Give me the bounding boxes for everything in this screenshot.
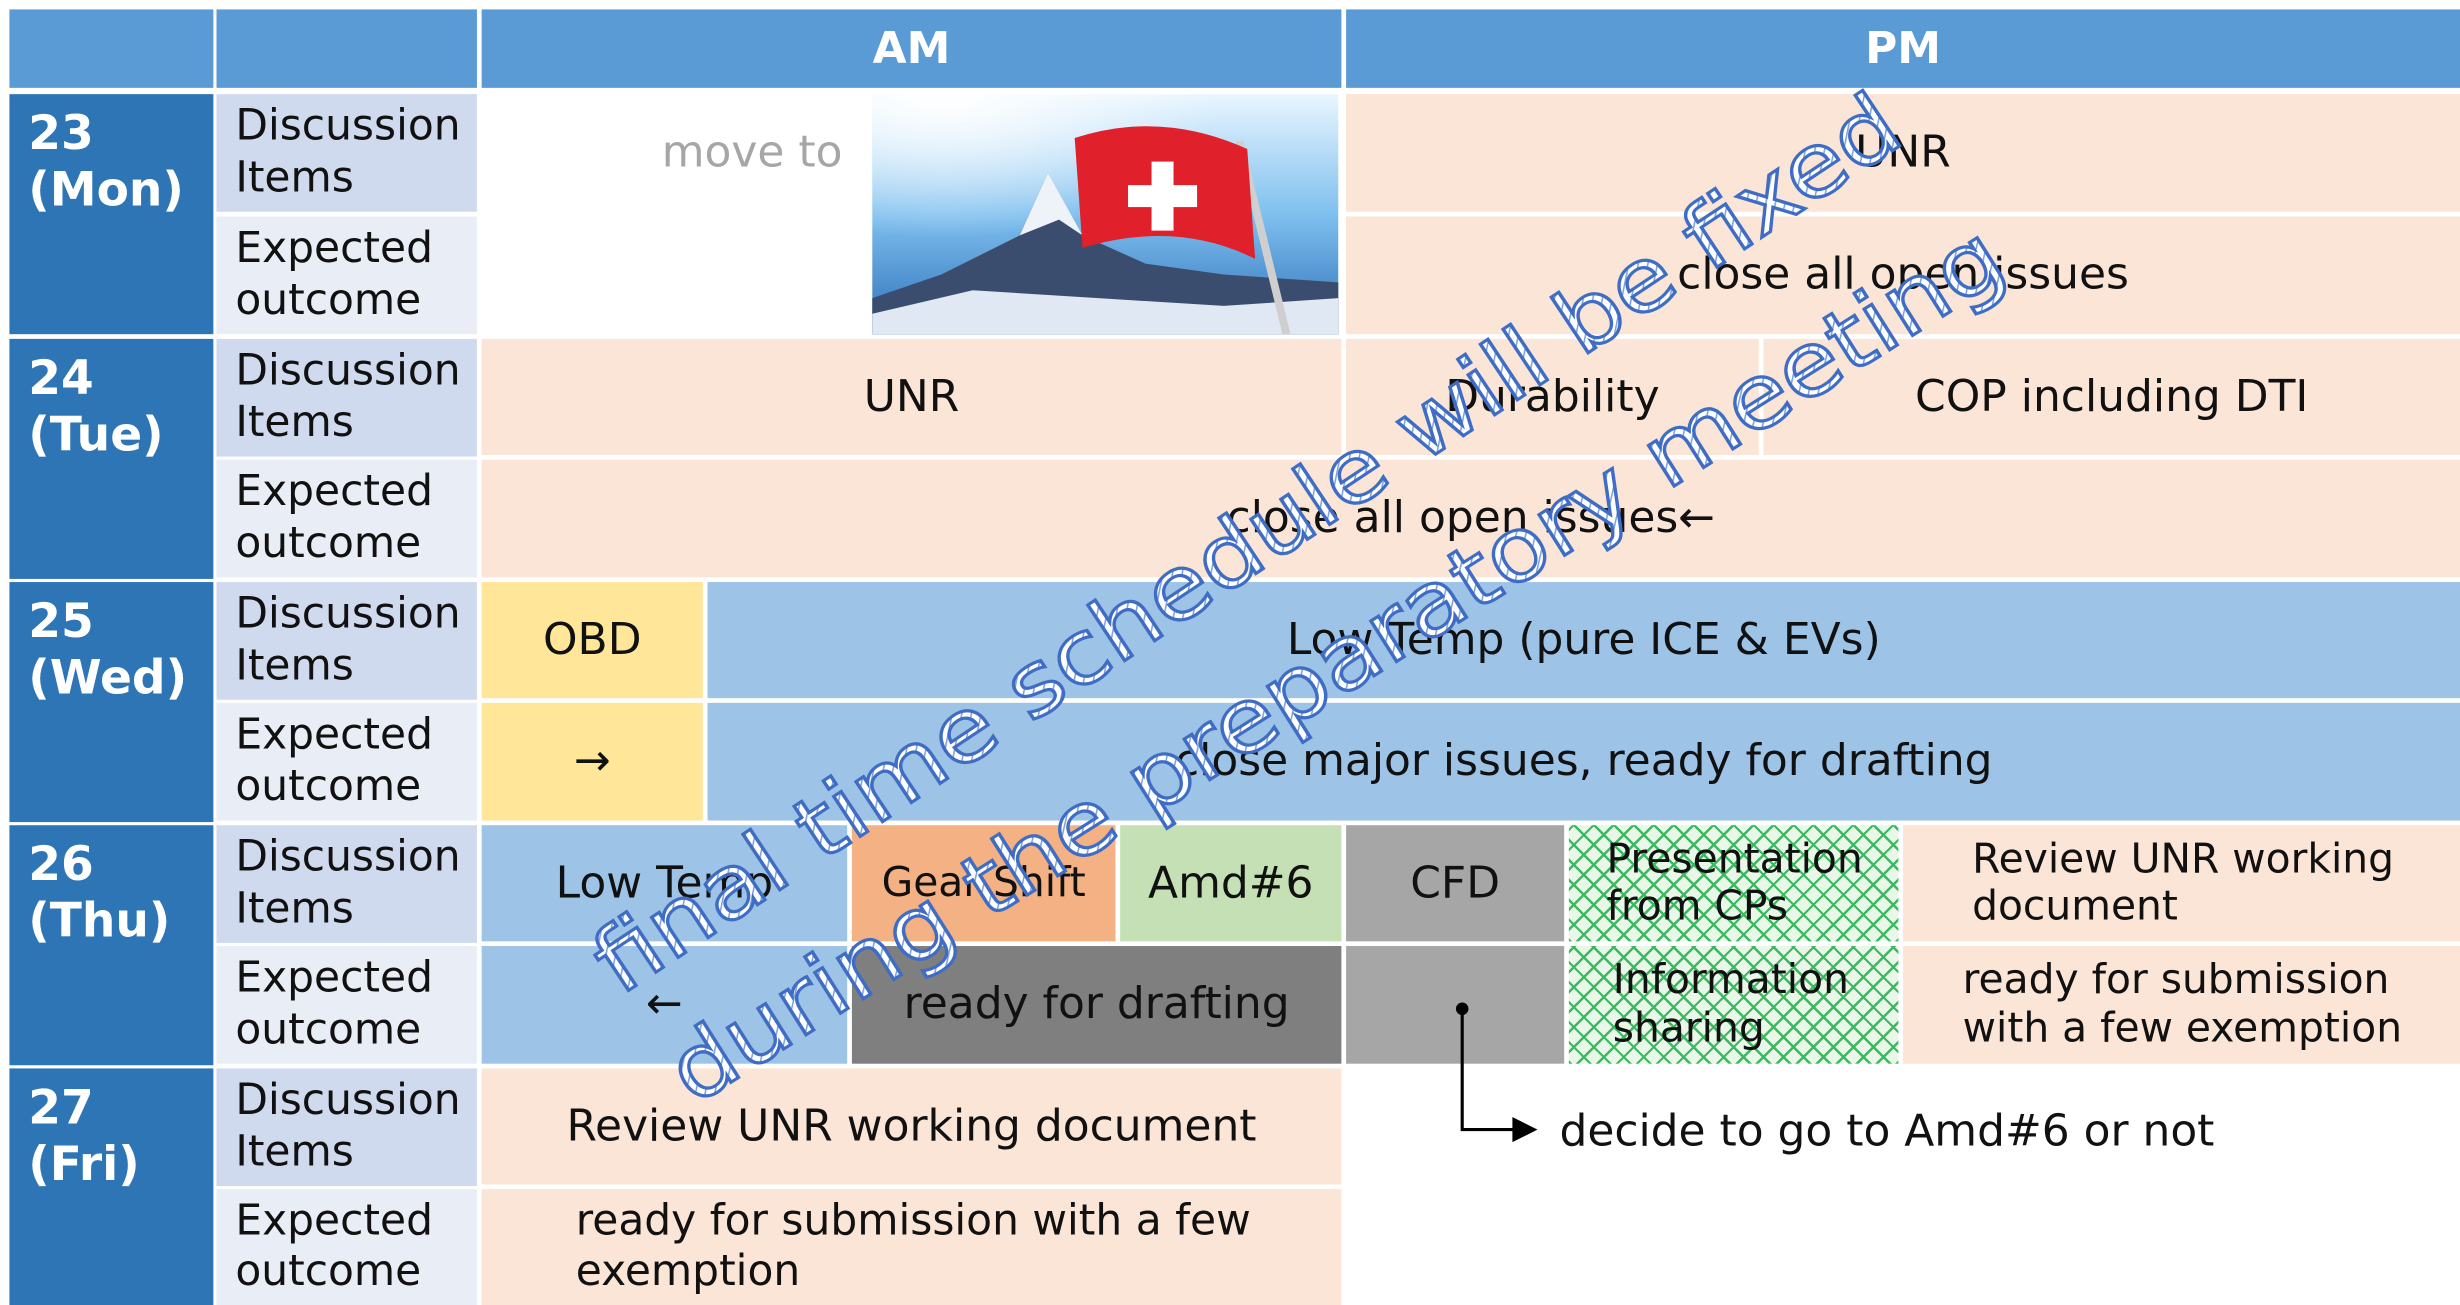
- schedule-cell: Review UNR working document: [481, 1068, 1342, 1185]
- row-label: Expected outcome: [216, 459, 477, 578]
- row-label: Expected outcome: [216, 216, 477, 335]
- schedule-cell: Review UNR working document: [1903, 825, 2460, 942]
- pm-header: PM: [1346, 9, 2460, 88]
- day-cell: 25 (Wed): [9, 582, 214, 823]
- schedule-cell: close all open issues: [1346, 216, 2460, 335]
- schedule-cell: ←: [481, 946, 848, 1064]
- corner-cell: [216, 9, 477, 88]
- day-weekday: (Thu): [28, 894, 171, 950]
- schedule-cell: Amd#6: [1120, 825, 1342, 942]
- day-weekday: (Mon): [28, 163, 184, 219]
- cfd-outcome-cell: [1346, 946, 1565, 1064]
- day-weekday: (Wed): [28, 651, 188, 706]
- schedule-cell: Presentation from CPs: [1569, 825, 1899, 942]
- day-cell: 27 (Fri): [9, 1068, 214, 1305]
- row-label: Discussion Items: [216, 338, 477, 457]
- day-date: 27: [28, 1080, 94, 1136]
- schedule-cell: UNR: [481, 338, 1342, 455]
- am-header: AM: [481, 9, 1342, 88]
- row-label: Expected outcome: [216, 1189, 477, 1305]
- day-cell: 24 (Tue): [9, 338, 214, 579]
- day-cell: 23 (Mon): [9, 94, 214, 335]
- schedule-cell: Gear Shift: [851, 825, 1116, 942]
- schedule-cell: OBD: [481, 582, 703, 699]
- day-date: 26: [28, 837, 94, 893]
- row-label: Discussion Items: [216, 1068, 477, 1187]
- schedule-cell: ready for drafting: [851, 946, 1342, 1064]
- schedule-cell: Durability: [1346, 338, 1759, 455]
- day-weekday: (Fri): [28, 1137, 140, 1193]
- row-label: Discussion Items: [216, 825, 477, 943]
- schedule-cell: close major issues, ready for drafting: [707, 702, 2460, 821]
- schedule-cell: Low Temp: [481, 825, 848, 942]
- corner-cell: [9, 9, 214, 88]
- day-weekday: (Tue): [28, 407, 164, 463]
- schedule-cell: move to: [481, 94, 859, 212]
- day-date: 25: [28, 594, 94, 650]
- day-date: 24: [28, 351, 94, 407]
- row-label: Discussion Items: [216, 94, 477, 212]
- day-date: 23: [28, 106, 94, 162]
- schedule-cell: ready for submission with a few exemptio…: [1903, 946, 2460, 1064]
- schedule-cell: Low Temp (pure ICE & EVs): [707, 582, 2460, 699]
- schedule-cell: Information sharing: [1569, 946, 1899, 1064]
- schedule-cell: CFD: [1346, 825, 1565, 942]
- row-label: Expected outcome: [216, 946, 477, 1064]
- schedule-cell: ready for submission with a few exemptio…: [481, 1189, 1342, 1305]
- day-cell: 26 (Thu): [9, 825, 214, 1066]
- schedule-cell: UNR: [1346, 94, 2460, 212]
- schedule-cell: close all open issues←: [481, 459, 2460, 578]
- row-label: Discussion Items: [216, 582, 477, 700]
- row-label: Expected outcome: [216, 702, 477, 821]
- schedule-cell: →: [481, 702, 703, 821]
- schedule-cell: COP including DTI: [1763, 338, 2460, 455]
